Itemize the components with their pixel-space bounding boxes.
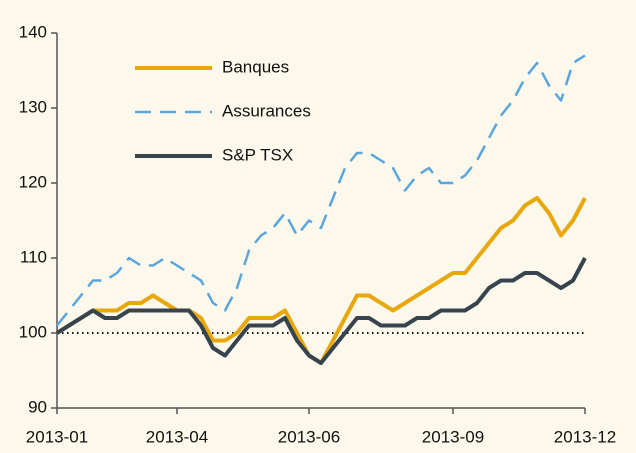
y-tick-label: 130 [19, 97, 47, 116]
y-tick-label: 90 [28, 397, 47, 416]
series-line [56, 54, 586, 327]
y-tick-label: 110 [20, 247, 47, 266]
x-tick-label: 2013-06 [278, 427, 340, 446]
x-tick-label: 2013-12 [554, 427, 616, 446]
legend-label: S&P TSX [222, 145, 293, 164]
x-tick-label: 2013-04 [146, 427, 208, 446]
x-tick-label: 2013-01 [26, 427, 88, 446]
legend-label: Assurances [222, 101, 311, 120]
y-tick-label: 140 [19, 22, 47, 41]
x-tick-label: 2013-09 [422, 427, 484, 446]
series-line [55, 257, 587, 365]
y-tick-label: 120 [19, 172, 47, 191]
y-tick-label: 100 [19, 322, 47, 341]
legend-label: Banques [222, 57, 289, 76]
